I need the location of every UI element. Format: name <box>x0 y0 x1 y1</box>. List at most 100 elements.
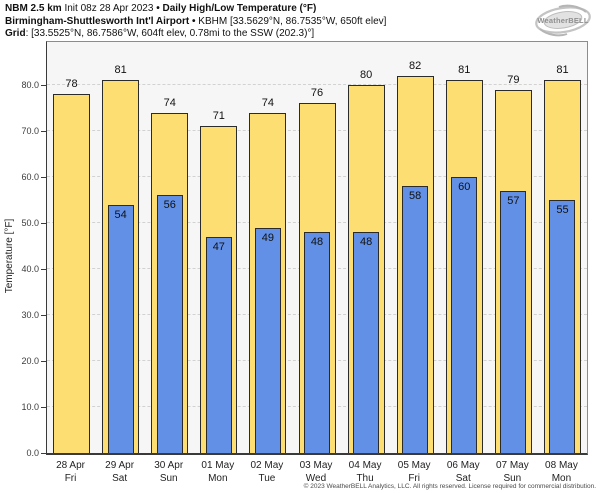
x-label-day: Mon <box>551 473 572 484</box>
header-text-segment: Init 08z 28 Apr 2023 <box>61 3 157 14</box>
x-axis-label: 07 May Sun <box>487 459 537 485</box>
header-text-segment: NBM 2.5 km <box>5 3 62 14</box>
y-tick-mark <box>41 177 46 178</box>
high-value-label: 78 <box>65 78 78 91</box>
low-value-label: 56 <box>163 199 176 212</box>
header-title-line: NBM 2.5 km Init 08z 28 Apr 2023 • Daily … <box>5 3 386 16</box>
x-label-day: Wed <box>305 473 327 484</box>
x-label-date: 07 May <box>495 460 529 471</box>
high-value-label: 79 <box>507 73 520 86</box>
x-label-date: 08 May <box>545 460 578 471</box>
gridline <box>47 84 587 85</box>
x-axis-label: 02 May Tue <box>242 459 292 485</box>
x-label-date: 30 Apr <box>154 460 184 471</box>
y-tick-label: 50.0 <box>21 218 39 228</box>
low-temp-bar <box>107 204 134 453</box>
low-temp-bar <box>500 190 527 453</box>
x-label-day: Mon <box>208 473 228 484</box>
high-value-label: 80 <box>359 69 373 81</box>
x-axis-label: 29 Apr Sat <box>95 459 145 485</box>
x-label-date: 04 May <box>348 460 382 471</box>
y-tick-mark <box>41 131 46 132</box>
high-value-label: 81 <box>556 64 569 77</box>
y-tick-mark <box>41 269 46 270</box>
logo-wordmark: WeatherBELL <box>537 16 588 25</box>
x-label-date: 01 May <box>201 460 235 471</box>
header-text-segment: Daily High/Low Temperature (°F) <box>162 3 317 14</box>
y-tick-label: 70.0 <box>21 126 39 136</box>
low-temp-bar <box>156 195 183 453</box>
low-temp-bar <box>304 232 330 453</box>
low-value-label: 55 <box>556 204 569 216</box>
copyright-notice: © 2023 WeatherBELL Analytics, LLC. All r… <box>303 483 596 490</box>
low-value-label: 57 <box>507 194 520 207</box>
high-value-label: 81 <box>458 64 471 77</box>
header-grid-line: Grid: [33.5525°N, 86.7586°W, 604ft elev,… <box>5 28 386 41</box>
y-tick-mark <box>41 453 46 454</box>
x-label-day: Sat <box>455 473 471 484</box>
header-text-segment: Birmingham-Shuttlesworth Int'l Airport <box>5 15 190 27</box>
x-label-date: 06 May <box>446 460 480 471</box>
plot-area: 78 81 54 74 56 71 47 74 49 76 48 80 48 82 58 81 60 79 57 81… <box>46 41 588 455</box>
x-label-date: 02 May <box>250 460 284 471</box>
y-tick-label: 40.0 <box>21 264 39 274</box>
x-label-day: Sat <box>112 473 128 484</box>
header-station-line: Birmingham-Shuttlesworth Int'l Airport •… <box>5 16 386 29</box>
hurricane-swirl-icon <box>535 4 591 37</box>
y-tick-label: 0.0 <box>26 448 39 458</box>
low-value-label: 48 <box>310 236 324 249</box>
x-label-day: Sun <box>503 473 522 484</box>
x-label-date: 28 Apr <box>56 460 85 471</box>
header-text-segment: • <box>156 3 163 14</box>
low-temp-bar <box>451 177 478 453</box>
chart-header: NBM 2.5 km Init 08z 28 Apr 2023 • Daily … <box>5 3 386 41</box>
y-tick-mark <box>41 85 46 86</box>
y-tick-mark <box>41 315 46 316</box>
low-value-label: 48 <box>359 236 373 249</box>
x-axis-label: 01 May Mon <box>193 459 243 485</box>
x-axis-label: 04 May Thu <box>340 459 390 485</box>
y-tick-mark <box>41 223 46 224</box>
header-text-segment: • <box>189 15 199 27</box>
y-tick-label: 30.0 <box>21 310 39 320</box>
header-text-segment: KBHM [33.5629°N, 86.7535°W, 650ft elev] <box>198 15 387 27</box>
header-text-segment: : [33.5525°N, 86.7586°W, 604ft elev, 0.7… <box>25 28 315 39</box>
y-axis-title: Temperature [°F] <box>4 218 15 294</box>
x-label-date: 03 May <box>299 460 333 471</box>
high-value-label: 81 <box>114 64 127 77</box>
x-label-day: Fri <box>64 473 77 484</box>
high-value-label: 71 <box>212 110 225 123</box>
x-label-day: Tue <box>258 473 276 484</box>
y-tick-mark <box>41 407 46 408</box>
low-value-label: 58 <box>409 190 422 203</box>
low-temp-bar <box>254 227 281 453</box>
high-value-label: 74 <box>163 96 176 109</box>
low-value-label: 49 <box>261 231 275 244</box>
low-temp-bar <box>205 236 232 453</box>
high-value-label: 74 <box>261 96 275 109</box>
low-value-label: 54 <box>114 208 127 221</box>
y-tick-mark <box>41 361 46 362</box>
y-tick-label: 20.0 <box>21 356 39 366</box>
x-axis-label: 03 May Wed <box>291 459 341 485</box>
x-axis-label: 28 Apr Fri <box>46 459 96 485</box>
low-value-label: 47 <box>212 240 225 253</box>
y-tick-label: 60.0 <box>21 172 39 182</box>
y-tick-label: 10.0 <box>21 402 39 412</box>
weatherbell-logo: WeatherBELL <box>535 4 591 37</box>
low-temp-bar <box>353 232 380 453</box>
x-axis-label: 06 May Sat <box>438 459 488 485</box>
high-temp-bar <box>53 94 91 453</box>
high-value-label: 76 <box>310 87 324 100</box>
low-value-label: 60 <box>458 181 471 193</box>
x-label-date: 29 Apr <box>105 460 135 471</box>
x-label-day: Fri <box>408 473 420 484</box>
x-axis-label: 30 Apr Sun <box>144 459 194 485</box>
low-temp-bar <box>549 200 576 453</box>
y-tick-label: 80.0 <box>21 80 39 90</box>
x-axis-label: 05 May Fri <box>389 459 439 485</box>
header-text-segment: Grid <box>5 28 26 39</box>
x-label-day: Thu <box>356 473 374 484</box>
high-value-label: 82 <box>409 59 422 72</box>
